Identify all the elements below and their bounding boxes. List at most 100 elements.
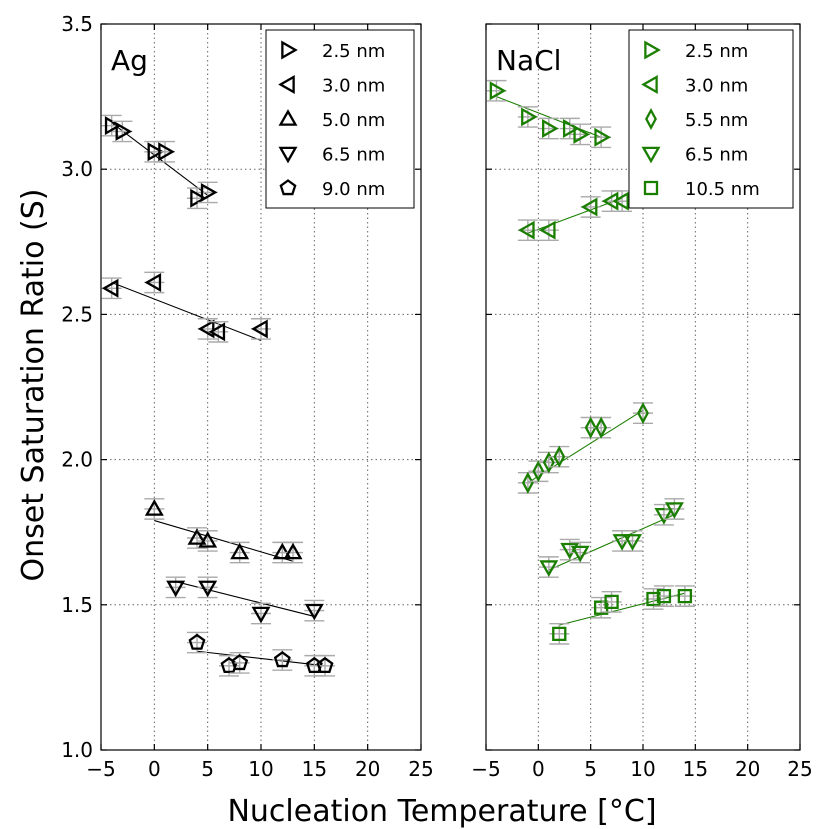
data-point bbox=[570, 545, 590, 563]
series-3_0-nm bbox=[101, 271, 271, 343]
data-point bbox=[187, 528, 207, 545]
data-point bbox=[197, 319, 215, 339]
data-point bbox=[316, 656, 334, 673]
error-bar bbox=[622, 530, 643, 552]
data-point bbox=[147, 142, 165, 162]
error-bar bbox=[272, 649, 293, 671]
data-point bbox=[518, 220, 535, 240]
data-point bbox=[144, 272, 162, 292]
y-tick-label: 2.0 bbox=[61, 448, 93, 472]
legend-label: 2.5 nm bbox=[322, 41, 385, 62]
data-point bbox=[612, 534, 632, 551]
error-bar bbox=[251, 318, 271, 340]
error-bar bbox=[304, 654, 325, 677]
error-bar bbox=[612, 530, 633, 552]
legend-marker bbox=[645, 107, 657, 131]
error-bar bbox=[538, 556, 559, 578]
data-point bbox=[521, 471, 534, 494]
data-point bbox=[166, 580, 186, 598]
error-bar bbox=[674, 585, 695, 607]
data-point bbox=[646, 591, 661, 607]
legend-label: 9.0 nm bbox=[322, 179, 385, 200]
error-bar bbox=[517, 471, 538, 494]
data-point bbox=[580, 197, 598, 217]
legend-marker bbox=[278, 75, 295, 94]
data-point bbox=[115, 121, 133, 141]
error-bar bbox=[643, 588, 664, 610]
fit-line bbox=[496, 96, 602, 138]
error-bar bbox=[197, 318, 218, 340]
error-bar bbox=[187, 187, 207, 210]
data-point bbox=[584, 416, 597, 439]
error-bar bbox=[272, 541, 293, 564]
error-bar bbox=[570, 123, 591, 146]
error-bar bbox=[528, 460, 549, 483]
error-bar bbox=[486, 79, 507, 102]
data-point bbox=[612, 191, 629, 211]
fit-line bbox=[154, 520, 294, 562]
panel-title: Ag bbox=[111, 44, 148, 77]
fit-line bbox=[111, 281, 262, 342]
data-point bbox=[542, 451, 555, 474]
error-bar bbox=[538, 219, 559, 242]
x-tick-label: 0 bbox=[148, 757, 161, 781]
series-5_5-nm bbox=[517, 402, 653, 494]
error-bar bbox=[101, 114, 122, 137]
fit-line bbox=[527, 197, 623, 234]
error-bar bbox=[155, 140, 175, 163]
x-tick-label: 15 bbox=[683, 757, 708, 781]
error-bar bbox=[251, 602, 271, 625]
error-bar bbox=[601, 591, 622, 613]
data-point bbox=[552, 626, 567, 641]
series-6_5-nm bbox=[165, 576, 325, 625]
error-bar bbox=[538, 117, 559, 140]
legend-marker bbox=[279, 179, 297, 196]
error-bar bbox=[591, 126, 612, 149]
data-point bbox=[188, 633, 206, 650]
data-point bbox=[553, 445, 566, 468]
data-point bbox=[532, 460, 545, 483]
data-point bbox=[637, 402, 649, 425]
error-bar bbox=[612, 190, 633, 213]
error-bar bbox=[144, 498, 165, 520]
error-bar bbox=[549, 445, 570, 468]
data-point bbox=[208, 322, 226, 342]
error-bar bbox=[101, 277, 122, 300]
data-point bbox=[656, 588, 672, 604]
error-bar bbox=[559, 117, 580, 140]
legend-label: 3.0 nm bbox=[685, 76, 748, 97]
y-axis-title: Onset Saturation Ratio (S) bbox=[16, 189, 51, 582]
legend: 2.5 nm 3.0 nm 5.0 nm 6.5 nm 9.0 nm bbox=[265, 29, 415, 209]
error-bar bbox=[549, 622, 570, 645]
x-tick-label: 20 bbox=[735, 757, 760, 781]
error-bar bbox=[591, 416, 612, 439]
data-point bbox=[677, 588, 693, 604]
data-point bbox=[538, 220, 556, 240]
data-point bbox=[664, 502, 684, 519]
data-point bbox=[283, 542, 303, 560]
legend-label: 6.5 nm bbox=[322, 145, 385, 166]
error-bar bbox=[187, 527, 207, 549]
legend-label: 5.0 nm bbox=[322, 110, 385, 131]
error-bar bbox=[591, 596, 612, 619]
error-bar bbox=[144, 271, 165, 294]
x-tick-label: 10 bbox=[630, 757, 655, 781]
error-bar bbox=[112, 120, 133, 143]
error-bar bbox=[165, 576, 186, 599]
data-point bbox=[251, 606, 271, 624]
error-bar bbox=[197, 530, 218, 552]
y-tick-label: 2.5 bbox=[61, 302, 93, 326]
error-bar bbox=[229, 541, 250, 564]
panel-ag: −5 0 5 10 15 20 25 1.0 1.5 2.0 2.5 3.0 3.5 Ag 2.5 nm 3.… bbox=[61, 12, 434, 781]
data-point bbox=[272, 542, 292, 560]
x-tick-label: 25 bbox=[787, 757, 812, 781]
series-3_0-nm bbox=[517, 190, 633, 242]
error-bar bbox=[229, 652, 250, 674]
legend-label: 6.5 nm bbox=[685, 145, 748, 166]
x-tick-label: 5 bbox=[584, 757, 597, 781]
data-point bbox=[539, 560, 559, 577]
error-bar bbox=[633, 402, 653, 424]
legend-marker bbox=[278, 109, 298, 126]
error-bar bbox=[187, 631, 207, 654]
